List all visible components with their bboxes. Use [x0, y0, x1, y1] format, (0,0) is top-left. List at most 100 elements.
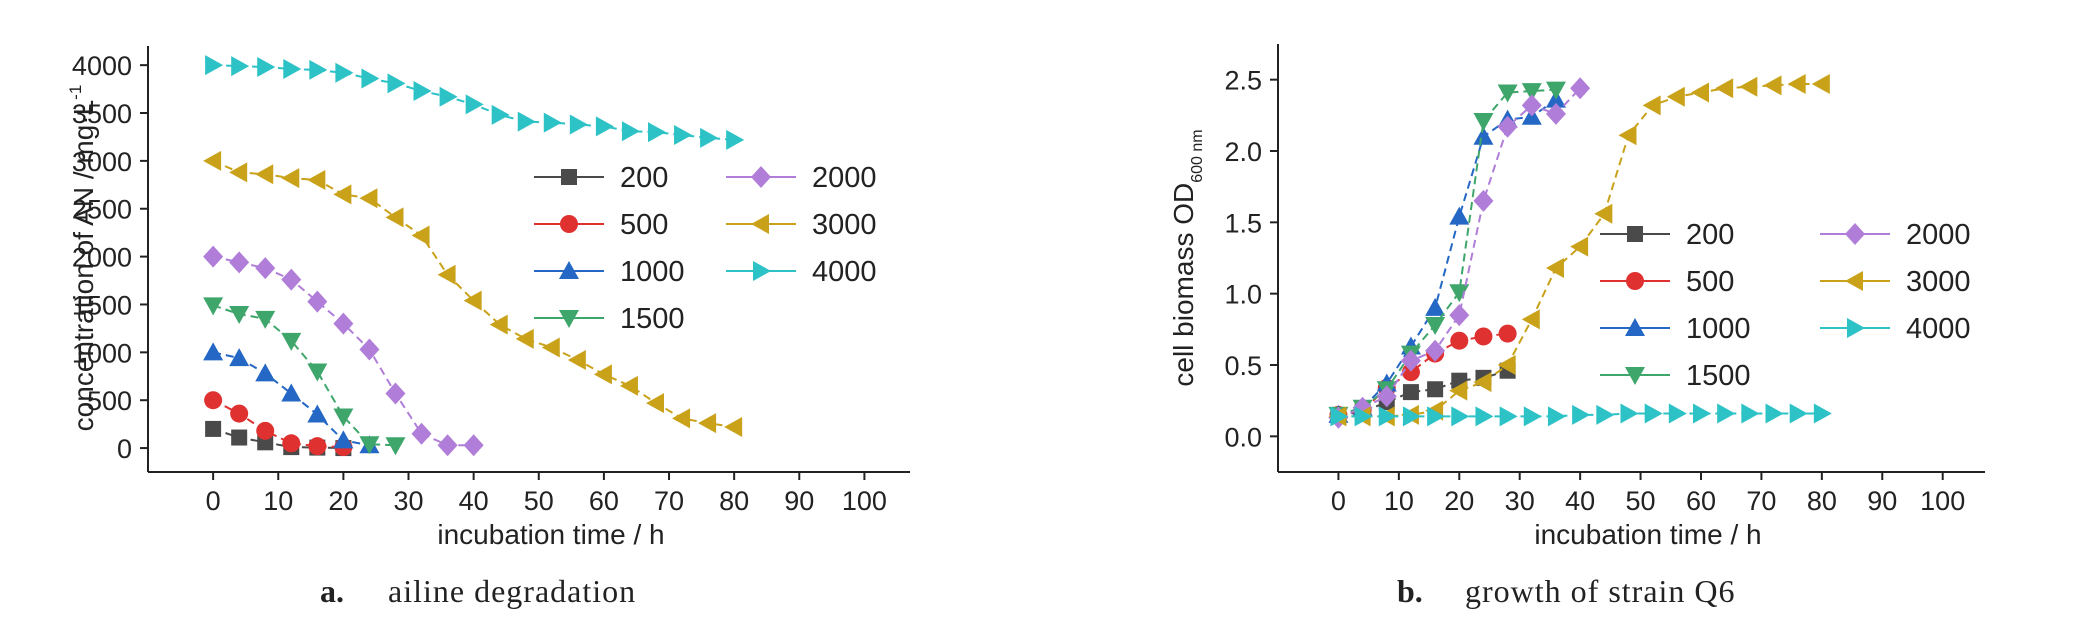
- panel-b-series-4000-point: [1692, 403, 1711, 424]
- panel-a-y-tick-label: 2500: [72, 195, 132, 225]
- panel-b-series-1500-point: [1497, 84, 1518, 103]
- panel-a-legend-item-2000: 2000: [726, 162, 877, 194]
- panel-b-x-tick-label: 0: [1331, 486, 1346, 516]
- panel-a-series-2000-point: [307, 290, 328, 313]
- panel-b-series-4000-point: [1717, 403, 1736, 424]
- panel-b-series-3000-point: [1545, 257, 1564, 278]
- panel-b-y-axis-title-group: cell biomass OD600 nm: [1168, 129, 1206, 386]
- panel-a-series-500-point: [256, 421, 275, 440]
- panel-a-series-4000-point: [413, 80, 432, 101]
- panel-a-series-4000-point: [621, 121, 640, 142]
- panel-a-caption-letter: a.: [320, 573, 344, 609]
- panel-a-x-tick-label: 0: [206, 486, 221, 516]
- panel-b-y-tick-label: 1.0: [1224, 280, 1262, 310]
- panel-a-y-tick-label: 0: [117, 434, 132, 464]
- panel-b-x-tick-label: 70: [1746, 486, 1776, 516]
- panel-a-series-2000-point: [463, 434, 484, 457]
- panel-a-series-500-point: [282, 434, 301, 453]
- panel-a-series-3000-point: [489, 314, 508, 335]
- panel-a-legend-item-1500: 1500: [534, 303, 685, 335]
- panel-a-series-2000-point: [385, 382, 406, 405]
- panel-a-series-4000-point: [674, 125, 693, 146]
- panel-b-legend-marker: [1847, 318, 1865, 338]
- panel-b-series-1000-line: [1338, 98, 1557, 416]
- panel-a-series-500-point: [230, 404, 249, 423]
- panel-a-x-axis-title: incubation time / h: [437, 519, 664, 550]
- panel-a-legend-marker: [559, 261, 579, 279]
- panel-a-series-4000-point: [700, 127, 719, 148]
- panel-b-series-4000-point: [1475, 406, 1494, 427]
- panel-b-caption: growth of strain Q6: [1465, 573, 1736, 609]
- panel-a-y-tick-label: 500: [87, 386, 132, 416]
- panel-a-legend-marker: [560, 215, 578, 233]
- panel-a-series-3000-point: [567, 349, 586, 370]
- panel-a-y-tick-label: 2000: [72, 243, 132, 273]
- panel-b-legend-item-4000: 4000: [1820, 313, 1971, 345]
- panel-a-series-500-point: [204, 391, 223, 410]
- panel-a-series-3000-point: [203, 150, 222, 171]
- panel-b-series-3000-point: [1521, 309, 1540, 330]
- panel-b-series-4000-point: [1572, 404, 1591, 425]
- panel-b-legend-label: 1500: [1686, 360, 1751, 392]
- panel-b-series-4000-point: [1620, 403, 1639, 424]
- panel-a-series-4000-point: [257, 57, 276, 78]
- panel-b-caption-letter: b.: [1397, 573, 1423, 609]
- panel-b-y-tick-label: 2.5: [1224, 66, 1262, 96]
- panel-a-series-1000-point: [229, 348, 250, 367]
- panel-a-y-tick-label: 1500: [72, 290, 132, 320]
- panel-a-x-tick-label: 80: [719, 486, 749, 516]
- panel-b-legend-marker: [1625, 318, 1645, 336]
- panel-b-series-4000-point: [1644, 403, 1663, 424]
- panel-a-series-200-point: [231, 429, 248, 446]
- panel-a-legend-item-200: 200: [534, 162, 668, 194]
- panel-b-series-200-point: [1402, 384, 1419, 401]
- panel-b-series-1500-point: [1425, 317, 1446, 336]
- panel-b-x-tick-label: 100: [1920, 486, 1965, 516]
- panel-a-legend-label: 1500: [620, 303, 685, 335]
- panel-b-series-200-point: [1427, 381, 1444, 398]
- panel-b-series-2000-point: [1400, 349, 1421, 372]
- panel-b-series-2000-point: [1449, 304, 1470, 327]
- panel-b-series-1000-point: [1473, 126, 1494, 145]
- panel-a-series-2000-point: [333, 312, 354, 335]
- panel-b-series-2000-point: [1497, 115, 1518, 138]
- panel-b-series-3000-point: [1594, 203, 1613, 224]
- panel-a-x-tick-label: 60: [589, 486, 619, 516]
- panel-a-y-tick-label: 4000: [72, 51, 132, 81]
- panel-a-series-4000-point: [491, 104, 510, 125]
- panel-b-legend-marker: [1625, 367, 1645, 385]
- panel-b-legend-label: 200: [1686, 219, 1734, 251]
- panel-b-y-axis-subscript: 600 nm: [1189, 129, 1206, 182]
- panel-a-x-tick-label: 20: [328, 486, 358, 516]
- panel-a-series-1000-point: [203, 342, 224, 361]
- panel-b-x-tick-label: 90: [1867, 486, 1897, 516]
- panel-b-series-1000-point: [1425, 297, 1446, 316]
- panel-b-series-3000-point: [1570, 236, 1589, 257]
- panel-a-legend-marker: [561, 169, 577, 185]
- panel-a-y-tick-label: 1000: [72, 338, 132, 368]
- panel-a-series-3000-point: [385, 207, 404, 228]
- panel-a-series-3000-point: [619, 375, 638, 396]
- panel-b-series-4000-point: [1813, 403, 1832, 424]
- panel-a-series-3000-point: [463, 290, 482, 311]
- panel-b-series-2000-point: [1545, 102, 1566, 125]
- panel-a-legend-item-4000: 4000: [726, 256, 877, 288]
- svg-text:cell biomass OD600 nm: cell biomass OD600 nm: [1168, 129, 1206, 386]
- panel-b-series-4000-point: [1741, 403, 1760, 424]
- panel-b-legend-item-1500: 1500: [1600, 360, 1751, 392]
- panel-b-series-3000-point: [1763, 75, 1782, 96]
- panel-b-series-2000-line: [1338, 87, 1581, 419]
- panel-b-series-500-point: [1401, 363, 1420, 382]
- panel-b-series-1500-line: [1338, 88, 1557, 416]
- panel-a-y-tick-label: 3500: [72, 99, 132, 129]
- panel-b-series-2000-point: [1521, 94, 1542, 117]
- panel-b-series-3000-point: [1618, 125, 1637, 146]
- panel-b-series-4000-point: [1789, 403, 1808, 424]
- panel-a-series-3000-point: [255, 164, 274, 185]
- panel-a-series-4000-point: [309, 59, 328, 80]
- panel-a-series-3000-point: [437, 264, 456, 285]
- panel-b-x-tick-label: 30: [1505, 486, 1535, 516]
- panel-a-series-2000-point: [255, 257, 276, 280]
- panel-a-legend-label: 1000: [620, 256, 685, 288]
- panel-b-y-tick-label: 1.5: [1224, 208, 1262, 238]
